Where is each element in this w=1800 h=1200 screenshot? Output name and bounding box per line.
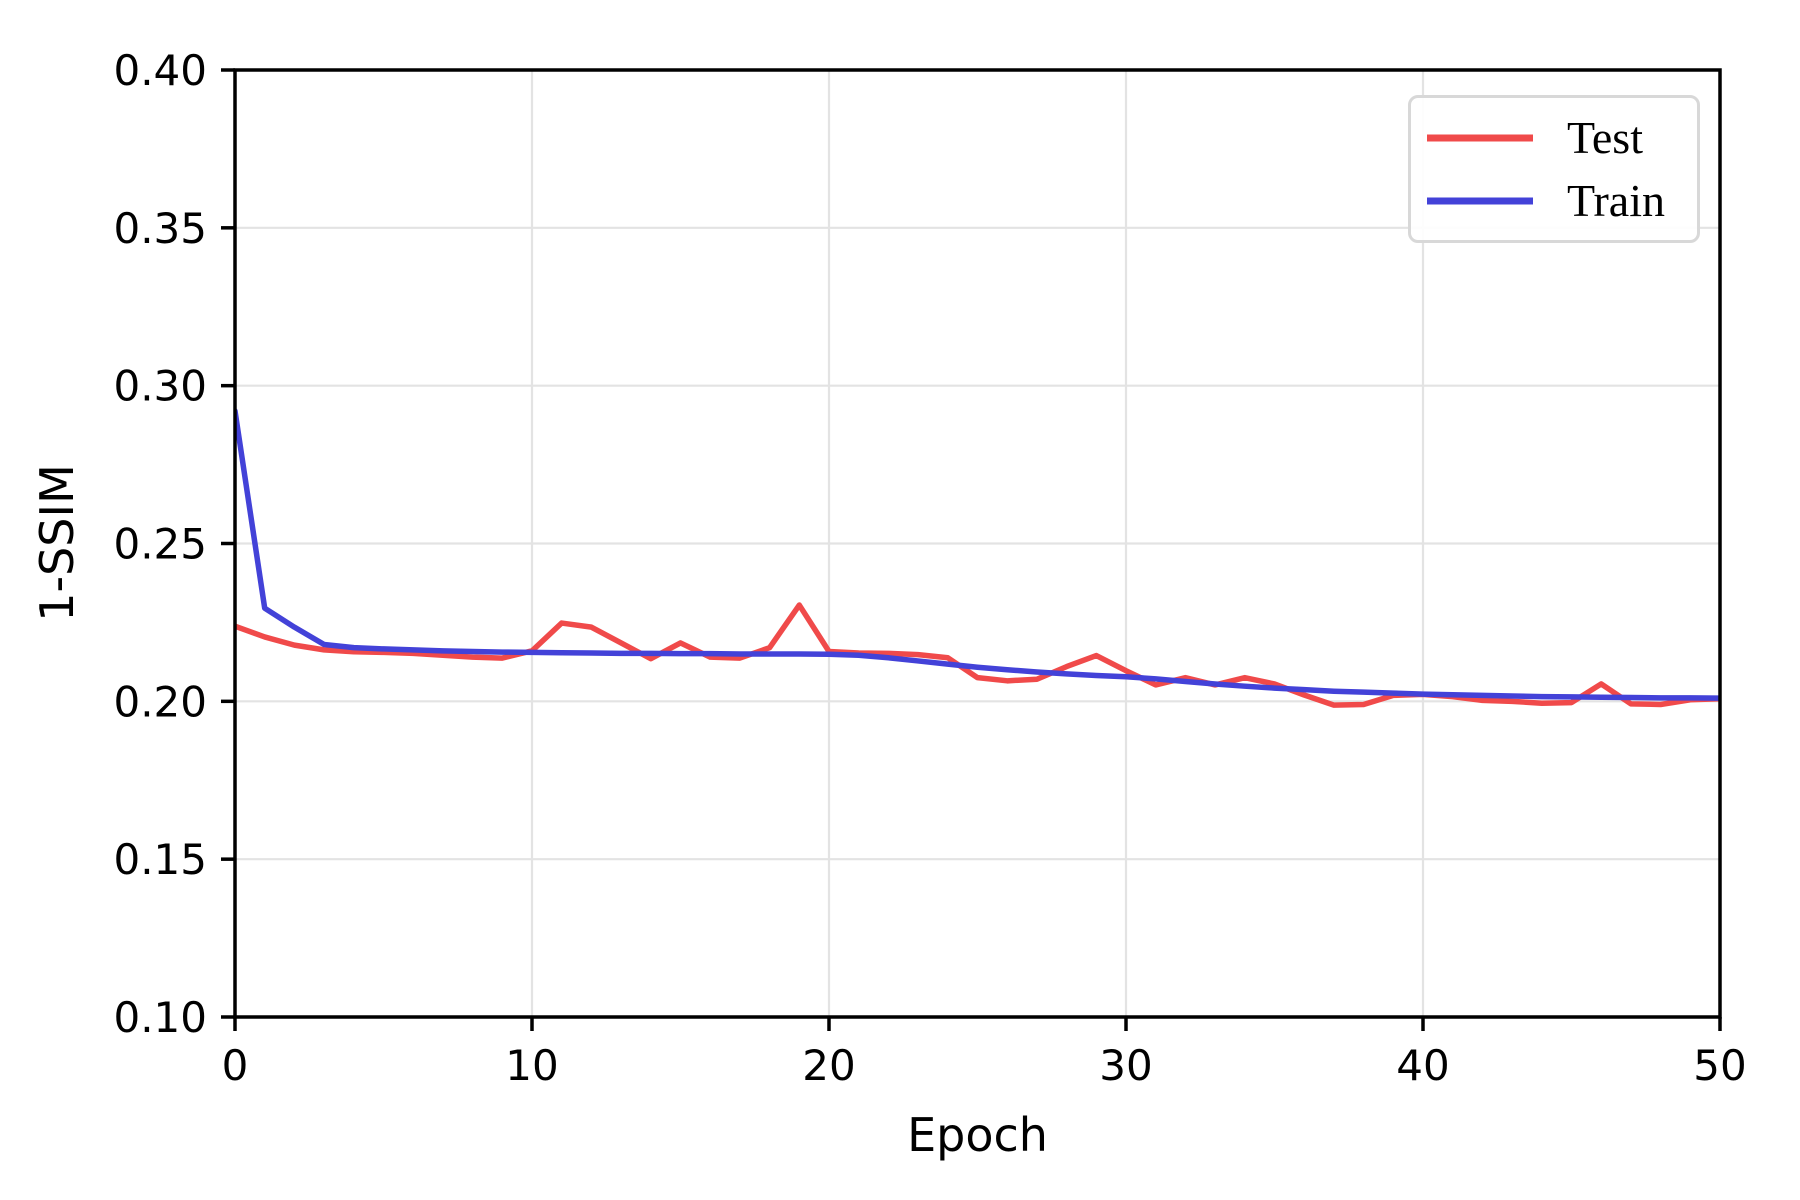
y-tick-label: 0.20 — [113, 677, 207, 726]
legend-label-test: Test — [1567, 111, 1643, 163]
legend-item-test: Test — [1423, 111, 1685, 163]
y-tick-label: 0.25 — [113, 520, 207, 569]
y-tick-label: 0.10 — [113, 993, 207, 1042]
x-tick-label: 50 — [1693, 1041, 1746, 1090]
x-tick-label: 30 — [1099, 1041, 1152, 1090]
series-line-test — [235, 602, 1720, 708]
y-tick-label: 0.35 — [113, 204, 207, 253]
series-line-train — [235, 408, 1720, 701]
x-tick-label: 20 — [802, 1041, 855, 1090]
y-axis-label: 1-SSIM — [30, 464, 84, 622]
y-tick-label: 0.15 — [113, 835, 207, 884]
legend: Test Train — [1408, 95, 1700, 243]
legend-swatch-train-line — [1427, 197, 1533, 204]
x-tick-label: 40 — [1396, 1041, 1449, 1090]
x-axis-label: Epoch — [907, 1108, 1048, 1162]
x-tick-label: 10 — [505, 1041, 558, 1090]
x-tick-label: 0 — [222, 1041, 249, 1090]
legend-swatch-test-line — [1427, 134, 1533, 141]
y-tick-label: 0.40 — [113, 46, 207, 95]
y-tick-label: 0.30 — [113, 362, 207, 411]
legend-item-train: Train — [1423, 174, 1685, 226]
legend-label-train: Train — [1567, 174, 1665, 226]
